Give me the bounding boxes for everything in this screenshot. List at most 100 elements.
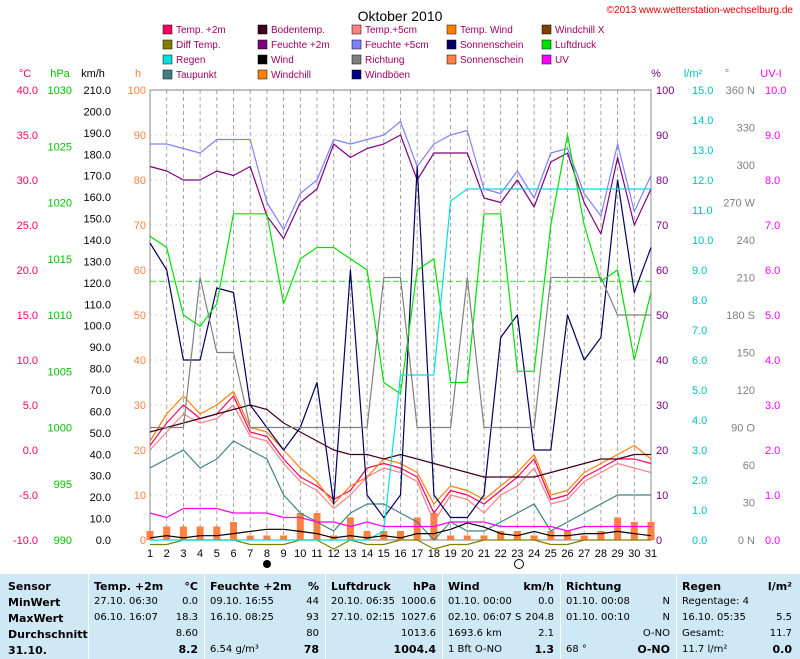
rain-days: Regentage: 4 — [682, 596, 749, 607]
legend-label-temp-2m: Temp. +2m — [176, 25, 226, 36]
sunshine-bar — [480, 535, 488, 540]
legend-swatch-windchill — [257, 69, 268, 80]
tick-direction: 0 N — [738, 535, 755, 547]
legend-label-sonnenschein: Sonnenschein — [460, 55, 523, 66]
sunshine-bar — [413, 517, 421, 540]
sunshine-bar — [614, 517, 622, 540]
tick-kmh: 110.0 — [84, 299, 111, 311]
tick-hpa: 990 — [54, 535, 72, 547]
x-tick-label: 23 — [511, 548, 523, 560]
wind-unit: km/h — [523, 580, 554, 593]
legend-swatch-bodentemp — [257, 24, 268, 35]
row-label-date: 31.10. — [8, 644, 47, 657]
tick-celsius: -10.0 — [13, 535, 38, 547]
x-tick-label: 4 — [197, 548, 203, 560]
wind-min: 0.0 — [538, 596, 554, 607]
x-tick-label: 20 — [461, 548, 473, 560]
legend-swatch-richtung — [351, 54, 362, 65]
legend-label-diff-temp: Diff Temp. — [176, 40, 221, 51]
tick-celsius: 30.0 — [17, 175, 38, 187]
series-wind — [149, 522, 652, 539]
tick-kmh: 20.0 — [90, 492, 111, 504]
x-tick-label: 1 — [147, 548, 153, 560]
tick-celsius: 20.0 — [17, 265, 38, 277]
tick-celsius: 5.0 — [23, 400, 38, 412]
series-uv — [149, 507, 651, 532]
series-feuchte-5cm — [150, 120, 652, 231]
series-temp-2m — [149, 395, 652, 514]
x-tick-label: 12 — [328, 548, 340, 560]
tick-kmh: 200.0 — [83, 106, 111, 118]
humidity-max-time: 16.10. 08:25 — [210, 612, 274, 623]
legend-swatch-feuchte-5cm — [351, 39, 362, 50]
sunshine-bar — [497, 531, 505, 540]
row-label-avg: Durchschnitt — [8, 628, 88, 641]
chart-title: Oktober 2010 — [358, 8, 443, 24]
x-tick-label: 26 — [561, 548, 573, 560]
tick-rain: 0.0 — [692, 535, 707, 547]
tick-kmh: 190.0 — [83, 128, 111, 140]
stats-rain: Regen l/m² Regentage: 4 16.10. 05:35 5.5… — [677, 574, 800, 659]
tick-hpa: 1000 — [48, 423, 72, 435]
sunshine-bar — [647, 522, 655, 540]
tick-percent: 20 — [656, 445, 668, 457]
tick-hours: 20 — [134, 445, 146, 457]
tick-celsius: 25.0 — [17, 220, 38, 232]
tick-rain: 12.0 — [692, 175, 713, 187]
x-tick-label: 13 — [344, 548, 356, 560]
tick-rain: 7.0 — [692, 325, 707, 337]
legend-swatch-windb-en — [351, 69, 362, 80]
direction-max: N — [662, 612, 670, 623]
tick-kmh: 170.0 — [83, 171, 111, 183]
series-taupunkt — [149, 440, 651, 541]
tick-hours: 10 — [134, 490, 146, 502]
tick-celsius: 0.0 — [23, 445, 38, 457]
legend-label-windchill: Windchill — [271, 70, 311, 81]
tick-celsius: 35.0 — [17, 130, 38, 142]
pressure-max-time: 27.10. 02:15 — [331, 612, 395, 623]
legend-label-bodentemp: Bodentemp. — [271, 25, 325, 36]
tick-uv: 5.0 — [765, 310, 780, 322]
tick-uv: 4.0 — [765, 355, 780, 367]
tick-celsius: 10.0 — [17, 355, 38, 367]
sunshine-bar — [447, 535, 455, 540]
x-tick-label: 16 — [394, 548, 406, 560]
tick-rain: 11.0 — [692, 205, 713, 217]
pressure-max: 1027.6 — [401, 612, 436, 623]
tick-celsius: -5.0 — [19, 490, 38, 502]
legend-label-temp-5cm: Temp.+5cm — [365, 25, 417, 36]
tick-kmh: 60.0 — [90, 406, 111, 418]
legend-swatch-diff-temp — [162, 39, 173, 50]
tick-hours: 30 — [134, 400, 146, 412]
wind-min-time: 01.10. 00:00 — [448, 596, 512, 607]
tick-celsius: 15.0 — [17, 310, 38, 322]
tick-percent: 60 — [656, 265, 668, 277]
x-tick-label: 19 — [444, 548, 456, 560]
pressure-avg: 1013.6 — [401, 628, 436, 639]
x-tick-label: 28 — [595, 548, 607, 560]
tick-hpa: 1010 — [48, 310, 72, 322]
legend-swatch-windchill-x — [541, 24, 552, 35]
tick-rain: 13.0 — [692, 145, 713, 157]
row-label-max: MaxWert — [8, 612, 64, 625]
direction-degrees: 68 ° — [566, 644, 587, 655]
legend-swatch-temp-wind — [446, 24, 457, 35]
tick-direction: 210 — [737, 273, 755, 285]
sunshine-bar — [179, 526, 187, 540]
tick-rain: 3.0 — [692, 445, 707, 457]
x-tick-label: 8 — [264, 548, 270, 560]
x-tick-label: 3 — [180, 548, 186, 560]
tick-percent: 80 — [656, 175, 668, 187]
legend-swatch-feuchte-2m — [257, 39, 268, 50]
rain-sum: 11.7 l/m² — [682, 644, 728, 655]
axis-unit-hpa: hPa — [50, 68, 70, 80]
pressure-header: Luftdruck — [331, 580, 391, 593]
pressure-min: 1000.6 — [401, 596, 436, 607]
legend-label-uv: UV — [555, 55, 569, 66]
legend-label-taupunkt: Taupunkt — [176, 70, 217, 81]
stats-header-sensor: Sensor — [8, 580, 51, 593]
humidity-absolute: 6.54 g/m³ — [210, 644, 259, 655]
sunshine-bar — [230, 522, 237, 540]
tick-kmh: 10.0 — [90, 514, 111, 526]
tick-rain: 4.0 — [692, 415, 707, 427]
